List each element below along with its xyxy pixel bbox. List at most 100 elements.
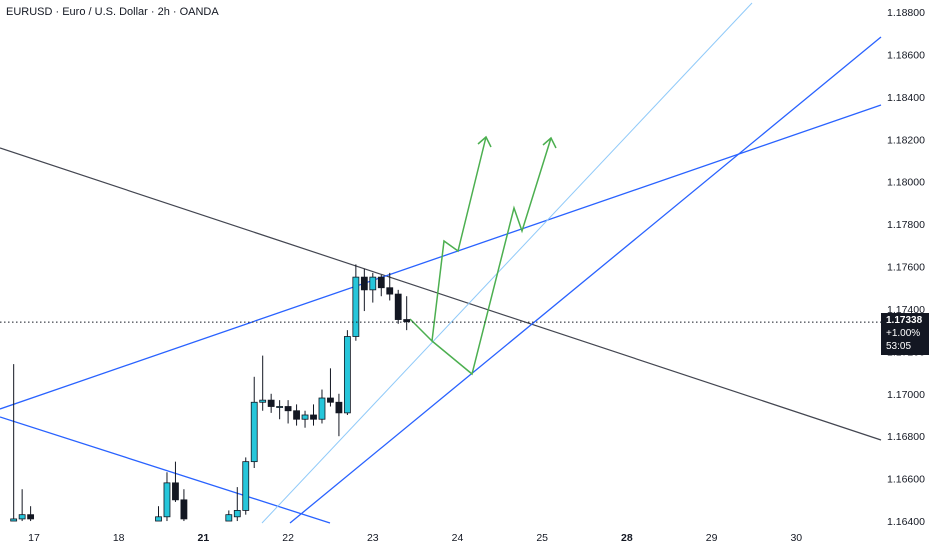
candle — [242, 457, 250, 515]
candle-body — [10, 518, 18, 522]
candle — [172, 461, 179, 502]
candle — [352, 264, 360, 341]
price-change: +1.00% — [886, 328, 921, 339]
current-price-value: 1.17338 — [886, 315, 923, 326]
time-tick-label: 24 — [452, 532, 464, 544]
time-tick-label: 17 — [28, 532, 40, 544]
price-tick-label: 1.17000 — [887, 389, 925, 401]
candle-body — [225, 514, 233, 522]
candle — [327, 368, 334, 407]
candle-body — [242, 461, 250, 511]
time-tick-label: 21 — [198, 532, 210, 544]
trendline-steep-support[interactable] — [289, 36, 882, 524]
candle-body — [27, 514, 35, 520]
candle-body — [377, 276, 385, 289]
candle-body — [233, 510, 241, 518]
price-tick-label: 1.17800 — [887, 219, 925, 231]
candle — [276, 400, 284, 420]
price-tick-label: 1.18800 — [887, 7, 925, 19]
candle-body — [394, 293, 402, 320]
candlestick-series — [10, 264, 411, 522]
time-tick-label: 29 — [706, 532, 718, 544]
candle-body — [276, 406, 284, 408]
time-tick-label: 28 — [621, 532, 633, 544]
candle — [293, 404, 300, 426]
candle-body — [343, 336, 351, 414]
candle — [267, 393, 275, 413]
candle — [233, 487, 241, 522]
candle-body — [267, 399, 275, 407]
candle-body — [386, 287, 394, 295]
candle-body — [301, 414, 309, 420]
price-axis[interactable]: 1.18800 1.18600 1.18400 1.18200 1.18000 1.178… — [887, 7, 925, 528]
candle-body — [250, 401, 258, 463]
time-tick-label: 30 — [790, 532, 802, 544]
candle — [284, 400, 292, 424]
candle — [10, 364, 18, 522]
candle-body — [284, 406, 292, 412]
candle — [155, 506, 162, 522]
price-tick-label: 1.17400 — [887, 304, 925, 316]
trendline-rising-channel-upper[interactable] — [0, 104, 882, 410]
projection-path-1-arrowhead — [477, 135, 492, 148]
candle — [394, 289, 402, 324]
candle-body — [318, 397, 326, 420]
candle-body — [18, 514, 26, 520]
candle — [360, 268, 368, 312]
candle-body — [155, 516, 162, 522]
time-axis[interactable]: 17 18 21 22 23 24 25 28 29 30 — [28, 532, 802, 544]
candle — [163, 472, 171, 522]
candle-body — [327, 397, 334, 403]
candle — [403, 296, 411, 331]
candle — [310, 404, 317, 426]
candle-body — [335, 401, 343, 414]
time-tick-label: 18 — [113, 532, 125, 544]
candle-body — [360, 276, 368, 291]
candle-body — [369, 276, 377, 291]
candle-body — [403, 319, 411, 323]
current-price-badge: 1.17338 +1.00% 53:05 — [881, 313, 929, 355]
candle — [259, 355, 267, 411]
trendline-thin-support[interactable] — [261, 2, 753, 524]
candle — [386, 272, 394, 301]
price-tick-label: 1.16400 — [887, 516, 925, 528]
candle-body — [352, 276, 360, 337]
trendline-layer — [0, 2, 882, 524]
time-tick-label: 23 — [367, 532, 379, 544]
symbol-title: EURUSD · Euro / U.S. Dollar · 2h · OANDA — [6, 6, 219, 18]
candle — [343, 330, 351, 415]
price-tick-label: 1.17600 — [887, 262, 925, 274]
candle — [27, 506, 35, 522]
price-tick-label: 1.18200 — [887, 134, 925, 146]
candle-body — [172, 482, 179, 501]
price-tick-label: 1.18600 — [887, 49, 925, 61]
projection-path-2[interactable] — [431, 137, 552, 376]
candle — [318, 389, 326, 424]
candle — [18, 489, 26, 522]
candle-body — [163, 482, 171, 518]
candle — [180, 489, 188, 522]
candle-body — [293, 410, 300, 420]
candle-body — [180, 499, 188, 520]
time-tick-label: 22 — [282, 532, 294, 544]
bar-countdown: 53:05 — [886, 341, 912, 352]
candle — [250, 376, 258, 469]
projection-path-2-arrowhead — [542, 136, 557, 149]
price-tick-label: 1.16600 — [887, 474, 925, 486]
candle — [369, 272, 377, 303]
trendline-descending-resistance[interactable] — [0, 147, 882, 441]
candle — [301, 410, 309, 428]
candle-body — [310, 414, 317, 420]
candle — [377, 275, 385, 297]
candle — [225, 510, 233, 522]
price-tick-label: 1.16800 — [887, 431, 925, 443]
trendline-falling-support[interactable] — [0, 416, 331, 524]
time-tick-label: 25 — [536, 532, 548, 544]
projection-path-1[interactable] — [409, 136, 487, 343]
price-tick-label: 1.18000 — [887, 177, 925, 189]
projection-layer — [409, 135, 557, 376]
candle-body — [259, 399, 267, 403]
price-tick-label: 1.18400 — [887, 92, 925, 104]
candle — [335, 393, 343, 437]
